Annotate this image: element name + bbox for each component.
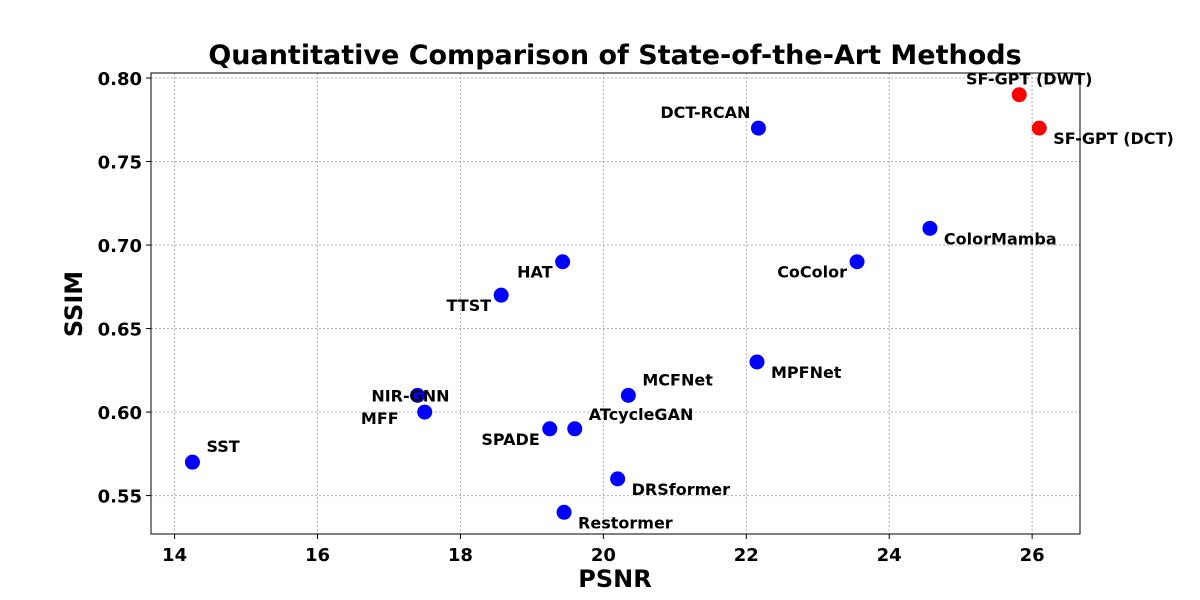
data-point-mpfnet [749, 354, 765, 370]
data-point-cocolor [849, 254, 865, 270]
point-label-atcyclegan: ATcycleGAN [589, 405, 694, 424]
data-point-colormamba [922, 220, 938, 236]
point-label-hat: HAT [517, 263, 553, 282]
point-label-drsformer: DRSformer [632, 480, 730, 499]
y-tick-label: 0.60 [98, 403, 142, 424]
point-label-sst: SST [206, 437, 239, 456]
point-label-mff: MFF [361, 409, 399, 428]
chart-title: Quantitative Comparison of State-of-the-… [208, 40, 1021, 71]
point-label-spade: SPADE [481, 430, 539, 449]
point-label-sf-gpt-dct: SF-GPT (DCT) [1053, 129, 1174, 148]
y-tick-label: 0.55 [98, 487, 142, 508]
point-label-restormer: Restormer [578, 513, 673, 532]
data-point-mcfnet [620, 387, 636, 403]
x-tick-label: 16 [305, 545, 330, 566]
grid-lines [151, 73, 1080, 534]
data-point-spade [542, 421, 558, 437]
point-label-mpfnet: MPFNet [771, 363, 842, 382]
data-point-sf-gpt-dct [1031, 120, 1047, 136]
data-point-atcyclegan [567, 421, 583, 437]
y-tick-label: 0.70 [98, 236, 142, 257]
x-tick-label: 26 [1020, 545, 1045, 566]
point-label-sf-gpt-dwt: SF-GPT (DWT) [966, 70, 1092, 89]
data-point-nir-gnn [410, 387, 426, 403]
y-tick-label: 0.80 [98, 69, 142, 90]
point-label-cocolor: CoColor [777, 263, 847, 282]
data-point-ttst [493, 287, 509, 303]
data-point-restormer [556, 504, 572, 520]
data-point-dct-rcan [750, 120, 766, 136]
point-label-dct-rcan: DCT-RCAN [660, 103, 750, 122]
x-tick-label: 20 [591, 545, 616, 566]
x-tick-label: 22 [734, 545, 759, 566]
plot-frame [150, 72, 1081, 535]
data-point-sst [184, 454, 200, 470]
data-point-drsformer [610, 471, 626, 487]
x-tick-label: 14 [162, 545, 187, 566]
point-label-colormamba: ColorMamba [944, 229, 1057, 248]
data-point-hat [555, 254, 571, 270]
axis-ticks: 14 16 18 20 22 24 26 0.55 0.60 0.65 0.70 0.75 0.80 [98, 69, 1045, 566]
point-labels: SST NIR-GNN MFF TTST HAT SPADE ATcycleGAN Resto… [206, 70, 1173, 533]
point-label-nir-gnn: NIR-GNN [371, 386, 449, 405]
x-axis-label: PSNR [578, 565, 651, 593]
point-label-mcfnet: MCFNet [642, 370, 713, 389]
point-label-ttst: TTST [447, 296, 492, 315]
x-tick-label: 24 [877, 545, 902, 566]
data-point-mff [417, 404, 433, 420]
x-tick-label: 18 [448, 545, 473, 566]
data-point-sf-gpt-dwt [1011, 87, 1027, 103]
y-tick-label: 0.65 [98, 320, 142, 341]
y-tick-label: 0.75 [98, 153, 142, 174]
data-points [184, 87, 1047, 520]
y-axis-label: SSIM [60, 271, 88, 337]
